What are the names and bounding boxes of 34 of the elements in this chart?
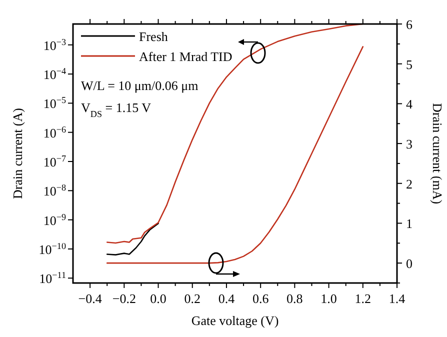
x-axis-title: Gate voltage (V) [191,313,279,328]
y2-tick-label: 2 [406,176,412,192]
legend-label: After 1 Mrad TID [139,49,232,64]
y2-tick-label: 4 [406,96,413,112]
y2-tick-label: 0 [406,256,412,272]
y-tick-label: 10$^{−4}$ [43,66,66,82]
x-tick-label: 0.2 [184,291,200,306]
x-tick-label: 1.0 [320,291,337,306]
y2-tick-label: 3 [406,136,412,152]
y2-tick-label: 6 [406,17,413,32]
y-axis-title: Drain current (A) [10,108,25,199]
x-tick-label: 1.4 [388,291,406,306]
x-tick-label: 0.6 [252,291,270,306]
y-tick-label: 10$^{−6}$ [43,124,66,140]
x-tick-label: −0.4 [78,291,102,306]
annotation: V$_{DS}$ = 1.15 V [81,100,152,119]
x-tick-label: 1.2 [354,291,372,306]
x-tick-label: 0.4 [218,291,236,306]
y2-tick-label: 1 [406,216,412,232]
x-tick-label: 0.8 [286,291,303,306]
y-tick-label: 10$^{−7}$ [43,153,66,170]
y2-tick-label: 5 [406,56,412,72]
y2-axis-title: Drain current (mA) [430,102,445,204]
y-tick-label: 10$^{−3}$ [43,36,66,53]
legend-label: Fresh [139,29,168,44]
x-tick-label: −0.2 [112,291,136,306]
y-tick-label: 10$^{−5}$ [43,95,66,112]
y-tick-label: 10$^{−10}$ [38,240,66,257]
y-tick-label: 10$^{−9}$ [43,212,66,228]
annotation: W/L = 10 μm/0.06 μm [81,78,198,93]
y-tick-label: 10$^{−8}$ [43,182,66,199]
y-tick-label: 10$^{−11}$ [39,270,66,286]
line-series [106,222,159,256]
x-tick-label: 0.0 [150,291,166,306]
